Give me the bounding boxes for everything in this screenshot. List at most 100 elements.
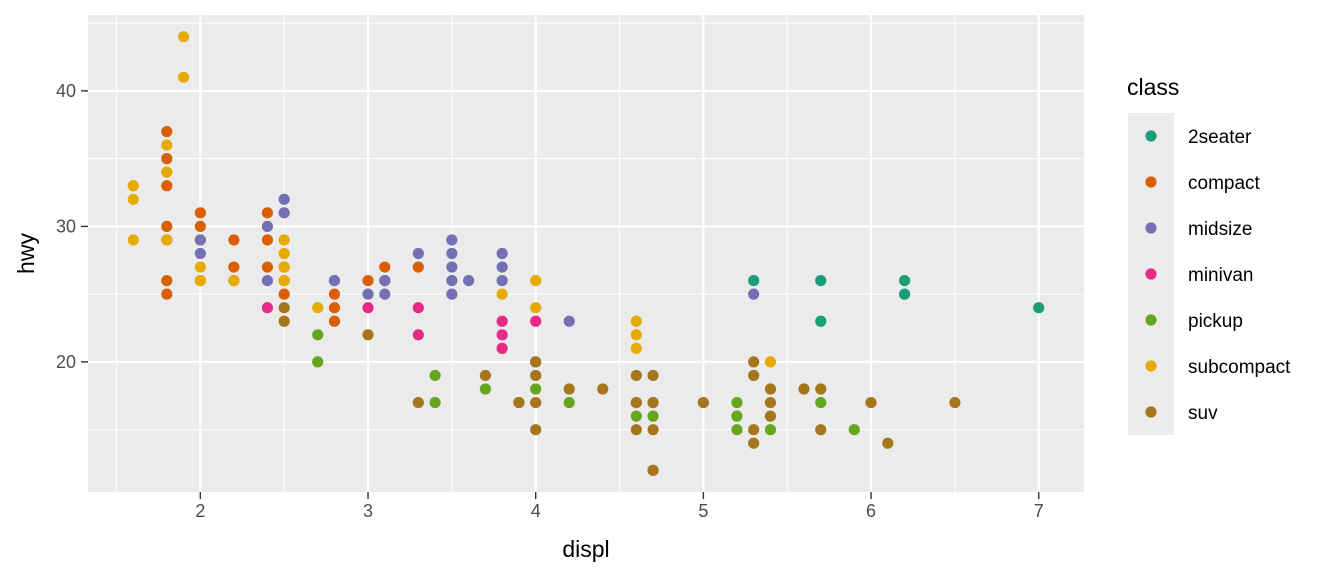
point-suv xyxy=(647,369,659,382)
point-minivan xyxy=(412,329,424,341)
legend-key-subcompact xyxy=(1145,360,1157,372)
point-suv xyxy=(479,369,491,382)
point-suv xyxy=(563,383,575,395)
point-pickup xyxy=(479,383,491,395)
legend-label-pickup: pickup xyxy=(1188,311,1243,332)
point-subcompact xyxy=(630,315,642,327)
point-midsize xyxy=(496,247,508,260)
minor-gridlines xyxy=(88,15,1084,492)
point-minivan xyxy=(261,302,274,314)
point-compact xyxy=(228,234,240,246)
point-pickup xyxy=(647,410,659,422)
point-suv xyxy=(748,369,760,382)
point-suv xyxy=(882,437,894,449)
x-tick-label: 7 xyxy=(1034,501,1044,521)
point-compact xyxy=(194,207,206,219)
point-compact xyxy=(261,261,274,273)
point-midsize xyxy=(463,275,475,287)
point-pickup xyxy=(815,396,827,409)
point-minivan xyxy=(496,329,508,341)
point-subcompact xyxy=(530,275,542,287)
point-minivan xyxy=(530,315,542,327)
point-suv xyxy=(530,356,542,368)
legend-label-2seater: 2seater xyxy=(1188,127,1252,148)
point-midsize xyxy=(563,315,575,327)
legend-key-minivan xyxy=(1145,268,1157,280)
point-suv xyxy=(630,369,642,382)
y-axis: 20 30 40 xyxy=(56,81,88,372)
point-subcompact xyxy=(312,302,324,314)
point-subcompact xyxy=(278,234,290,246)
point-subcompact xyxy=(161,234,173,246)
point-midsize xyxy=(446,261,458,273)
point-pickup xyxy=(312,356,324,368)
point-suv xyxy=(815,424,827,436)
y-tick-label: 20 xyxy=(56,352,76,372)
point-minivan xyxy=(362,302,374,314)
legend-key-midsize xyxy=(1145,222,1157,234)
point-suv xyxy=(513,396,525,409)
point-compact xyxy=(261,207,274,219)
x-tick-label: 6 xyxy=(866,501,876,521)
point-midsize xyxy=(379,288,391,300)
point-subcompact xyxy=(177,71,190,83)
point-pickup xyxy=(764,424,777,436)
point-midsize xyxy=(748,288,760,300)
point-pickup xyxy=(731,424,743,436)
y-axis-title: hwy xyxy=(13,233,39,274)
point-compact xyxy=(278,288,290,300)
point-suv xyxy=(412,396,424,409)
point-suv xyxy=(647,464,659,476)
point-suv xyxy=(798,383,810,395)
point-subcompact xyxy=(630,342,642,354)
point-compact xyxy=(328,302,341,314)
point-suv xyxy=(748,437,760,449)
point-midsize xyxy=(362,288,374,300)
point-subcompact xyxy=(228,275,240,287)
legend-key-pickup xyxy=(1145,314,1157,326)
point-pickup xyxy=(312,329,324,341)
x-axis-title: displ xyxy=(562,536,609,562)
point-pickup xyxy=(848,424,860,436)
point-pickup xyxy=(630,410,642,422)
point-compact xyxy=(328,288,341,300)
point-subcompact xyxy=(161,166,173,178)
point-subcompact xyxy=(127,180,139,192)
point-compact xyxy=(161,220,173,232)
point-midsize xyxy=(278,207,290,219)
point-subcompact xyxy=(127,193,139,205)
point-subcompact xyxy=(764,356,777,368)
point-midsize xyxy=(261,275,274,287)
point-subcompact xyxy=(278,247,290,260)
point-suv xyxy=(949,396,961,409)
y-tick-label: 30 xyxy=(56,216,76,236)
x-tick-label: 2 xyxy=(195,501,205,521)
point-suv xyxy=(764,410,777,422)
point-pickup xyxy=(563,396,575,409)
point-midsize xyxy=(379,275,391,287)
point-pickup xyxy=(530,383,542,395)
point-midsize xyxy=(278,193,290,205)
point-subcompact xyxy=(496,288,508,300)
point-minivan xyxy=(496,342,508,354)
point-2seater xyxy=(898,275,911,287)
point-compact xyxy=(161,288,173,300)
point-compact xyxy=(328,315,341,327)
point-subcompact xyxy=(194,261,206,273)
point-compact xyxy=(412,261,424,273)
point-2seater xyxy=(815,315,827,327)
point-subcompact xyxy=(278,261,290,273)
point-midsize xyxy=(412,247,424,260)
point-subcompact xyxy=(161,139,173,151)
point-suv xyxy=(278,302,290,314)
point-midsize xyxy=(446,247,458,260)
point-suv xyxy=(764,383,777,395)
x-tick-label: 3 xyxy=(363,501,373,521)
x-tick-label: 4 xyxy=(531,501,541,521)
point-suv xyxy=(647,424,659,436)
point-suv xyxy=(630,424,642,436)
point-subcompact xyxy=(278,275,290,287)
point-compact xyxy=(261,234,274,246)
legend-key-suv xyxy=(1145,406,1157,418)
